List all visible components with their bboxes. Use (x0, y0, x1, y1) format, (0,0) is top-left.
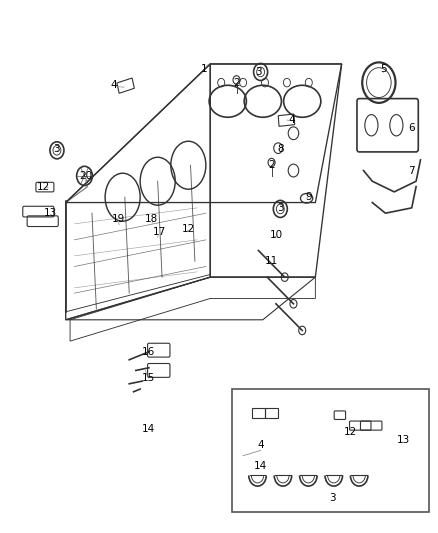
Text: 14: 14 (142, 424, 155, 434)
Text: 4: 4 (257, 440, 264, 450)
Text: 7: 7 (408, 166, 415, 175)
Text: 13: 13 (396, 435, 410, 445)
Text: 11: 11 (265, 256, 278, 266)
Text: 4: 4 (110, 80, 117, 90)
Text: 9: 9 (305, 192, 312, 202)
Text: 3: 3 (329, 494, 336, 503)
Text: 6: 6 (408, 123, 415, 133)
Text: 12: 12 (37, 182, 50, 191)
Text: 2: 2 (233, 78, 240, 87)
Bar (232, 389, 429, 512)
Text: 2: 2 (268, 160, 275, 170)
Text: 12: 12 (182, 224, 195, 234)
Text: 19: 19 (112, 214, 125, 223)
Bar (252, 408, 265, 418)
Text: 3: 3 (255, 67, 262, 77)
Bar (278, 114, 295, 126)
Text: 14: 14 (254, 462, 267, 471)
Text: 12: 12 (344, 427, 357, 437)
Bar (117, 78, 134, 93)
Text: 5: 5 (380, 64, 387, 74)
Text: 8: 8 (277, 144, 284, 154)
Text: 3: 3 (277, 203, 284, 213)
Text: 20: 20 (79, 171, 92, 181)
Text: 4: 4 (288, 115, 295, 125)
Text: 10: 10 (269, 230, 283, 239)
Text: 16: 16 (142, 347, 155, 357)
Text: 13: 13 (44, 208, 57, 218)
Text: 1: 1 (200, 64, 207, 74)
Text: 18: 18 (145, 214, 158, 223)
Text: 3: 3 (53, 144, 60, 154)
Text: 17: 17 (153, 227, 166, 237)
Bar (265, 408, 278, 418)
Text: 15: 15 (142, 374, 155, 383)
